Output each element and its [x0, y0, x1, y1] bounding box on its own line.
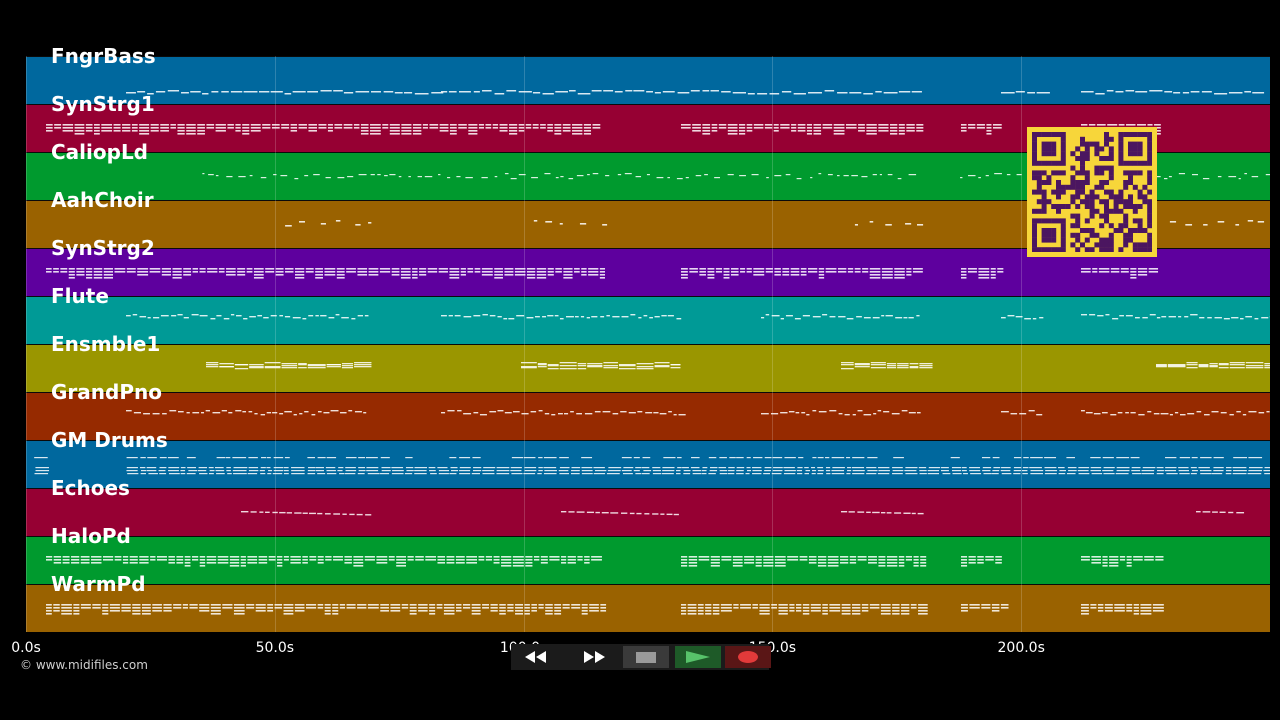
track-lane: [26, 584, 1270, 632]
copyright-text: © www.midifiles.com: [20, 658, 148, 672]
note-events: [34, 457, 1270, 475]
note-events: [46, 556, 1164, 567]
track-name-label: GrandPno: [51, 380, 162, 404]
rewind-button[interactable]: [513, 646, 559, 668]
time-tick-label: 200.0s: [997, 640, 1045, 656]
time-tick-label: 50.0s: [255, 640, 295, 656]
record-button[interactable]: [725, 646, 771, 668]
play-icon: [686, 651, 710, 663]
record-icon: [738, 651, 758, 663]
time-tick-label: 0.0s: [11, 640, 41, 656]
time-gridline: [274, 56, 276, 632]
stop-button[interactable]: [623, 646, 669, 668]
track-name-label: FngrBass: [51, 44, 156, 68]
track-name-label: Echoes: [51, 476, 130, 500]
time-gridline: [523, 56, 525, 632]
time-gridline: [772, 56, 774, 632]
track-name-label: Flute: [51, 284, 109, 308]
note-events: [285, 220, 1265, 227]
track-lane: [26, 296, 1270, 344]
note-events: [241, 511, 1245, 516]
track-lane: [26, 488, 1270, 536]
track-name-label: SynStrg2: [51, 236, 155, 260]
transport-controls: [511, 644, 771, 670]
track-name-label: GM Drums: [51, 428, 168, 452]
track-lane: [26, 536, 1270, 584]
note-events: [46, 268, 1159, 279]
time-gridline: [26, 56, 27, 632]
note-events: [46, 604, 1164, 615]
note-events: [126, 314, 1270, 320]
track-name-label: WarmPd: [51, 572, 146, 596]
track-name-label: SynStrg1: [51, 92, 155, 116]
track-lane: [26, 392, 1270, 440]
fast-forward-icon: [584, 651, 605, 663]
track-name-label: Ensmble1: [51, 332, 161, 356]
track-name-label: HaloPd: [51, 524, 131, 548]
stop-icon: [636, 652, 656, 663]
note-events: [206, 362, 1270, 370]
time-gridline: [1021, 56, 1023, 632]
note-events: [46, 124, 1161, 135]
track-name-label: CaliopLd: [51, 140, 149, 164]
track-lane: [26, 344, 1270, 392]
fast-forward-button[interactable]: [571, 646, 617, 668]
note-events: [126, 410, 1270, 416]
note-events: [126, 90, 1265, 95]
track-lane: [26, 56, 1270, 104]
qr-code-icon: [1027, 127, 1157, 257]
track-lane: [26, 440, 1270, 488]
track-name-label: AahChoir: [51, 188, 154, 212]
rewind-icon: [525, 651, 546, 663]
play-button[interactable]: [675, 646, 721, 668]
